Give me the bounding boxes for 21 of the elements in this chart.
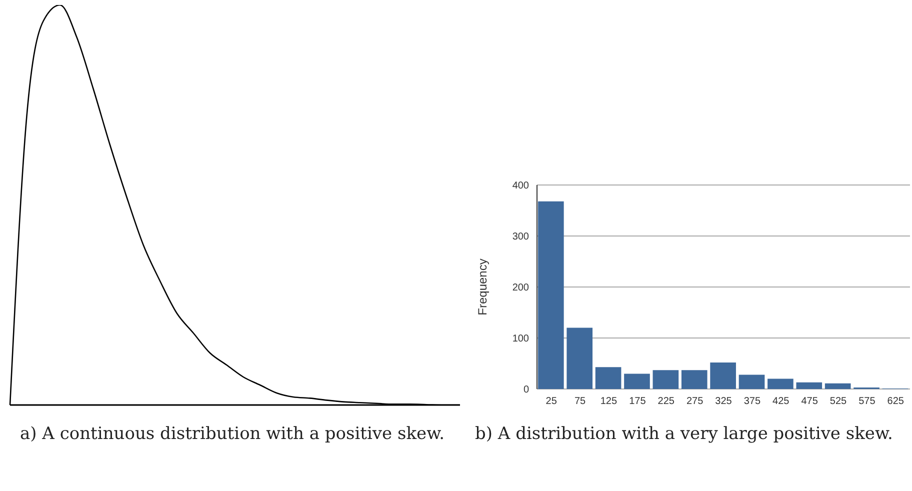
x-tick-label: 475 [801, 396, 818, 408]
x-tick-label: 25 [546, 396, 558, 408]
y-tick-label: 300 [512, 232, 530, 243]
x-tick-label: 275 [686, 396, 704, 408]
x-tick-label: 625 [887, 396, 904, 408]
x-tick-label: 425 [772, 396, 790, 408]
x-tick-label: 75 [574, 396, 586, 408]
text: b) A distribution with a very large positive skew. [475, 423, 894, 446]
y-tick-label: 400 [512, 180, 530, 192]
y-tick-label: 100 [512, 334, 530, 345]
text: a) A continuous distribution with a positive skew. [20, 423, 446, 446]
x-tick-label: 225 [658, 396, 675, 408]
x-tick-label: 175 [629, 396, 646, 408]
x-tick-label: 525 [830, 396, 848, 408]
x-tick-label: 375 [744, 396, 761, 408]
y-tick-label: 0 [523, 384, 530, 396]
y-axis-title: Frequency [475, 258, 490, 316]
x-tick-label: 325 [715, 396, 732, 408]
x-tick-label: 575 [858, 396, 876, 408]
y-tick-label: 200 [512, 282, 530, 294]
x-tick-label: 125 [600, 396, 618, 408]
